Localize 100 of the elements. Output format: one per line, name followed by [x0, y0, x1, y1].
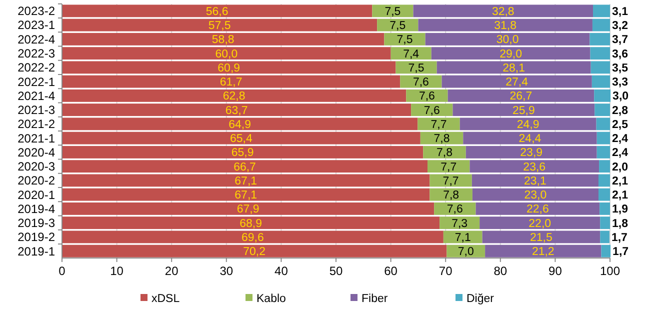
data-label: 68,9 — [240, 218, 262, 230]
data-label: 26,7 — [510, 90, 532, 103]
data-label: 65,9 — [231, 147, 254, 160]
data-label: 29,0 — [500, 48, 522, 60]
data-label: 32,8 — [492, 6, 514, 18]
data-label: 58,8 — [212, 34, 234, 46]
data-label: 2,0 — [612, 161, 628, 174]
data-label: 3,0 — [612, 90, 629, 103]
data-label: 7,8 — [443, 190, 460, 202]
y-tick-label: 2022-1 — [18, 74, 56, 89]
y-tick-label: 2021-2 — [18, 117, 56, 132]
data-label: 1,7 — [612, 246, 629, 258]
data-label: 56,6 — [206, 6, 228, 18]
data-label: 60,9 — [218, 62, 240, 74]
data-label: 7,3 — [452, 218, 468, 230]
data-label: 3,1 — [612, 6, 629, 18]
data-label: 57,5 — [208, 20, 231, 32]
data-label: 65,4 — [230, 133, 253, 146]
x-tick-label: 100 — [600, 264, 620, 278]
x-tick-label: 0 — [58, 264, 66, 278]
data-label: 3,6 — [612, 48, 628, 60]
x-tick-label: 20 — [164, 264, 179, 278]
data-label: 70,2 — [243, 246, 266, 258]
y-tick-label: 2019-1 — [18, 244, 56, 258]
data-label: 60,0 — [215, 48, 238, 60]
data-label: 2,1 — [612, 190, 629, 202]
data-label: 67,9 — [236, 204, 260, 216]
data-label: 31,8 — [494, 20, 517, 32]
y-tick-label: 2020-3 — [18, 160, 56, 174]
y-tick-label: 2022-3 — [18, 46, 56, 61]
y-tick-label: 2019-3 — [18, 216, 56, 230]
y-tick-label: 2022-2 — [18, 60, 56, 75]
data-label: 3,5 — [612, 62, 629, 74]
legend-label: xDSL — [152, 293, 180, 306]
x-tick-label: 50 — [329, 264, 343, 278]
y-tick-label: 2019-4 — [18, 202, 56, 216]
data-label: 67,1 — [234, 190, 258, 202]
data-label: 3,2 — [612, 20, 628, 32]
data-label: 66,7 — [234, 161, 256, 174]
x-tick-label: 80 — [494, 264, 508, 278]
data-label: 62,8 — [222, 90, 246, 103]
x-tick-label: 90 — [548, 264, 562, 278]
data-label: 7,7 — [430, 118, 447, 131]
data-label: 2,5 — [612, 118, 629, 131]
data-label: 3,3 — [612, 76, 628, 89]
data-label: 7,5 — [384, 6, 401, 18]
data-label: 7,5 — [408, 62, 424, 74]
data-label: 25,9 — [512, 104, 535, 117]
y-tick-label: 2020-4 — [18, 145, 56, 160]
y-tick-label: 2021-4 — [18, 88, 56, 103]
data-label: 7,1 — [454, 232, 471, 244]
data-label: 27,4 — [506, 76, 529, 89]
data-label: 7,6 — [424, 104, 440, 117]
data-label: 24,9 — [516, 118, 540, 131]
y-tick-label: 2021-3 — [18, 103, 56, 118]
y-tick-label: 2020-2 — [18, 174, 56, 188]
legend-label: Fiber — [362, 293, 388, 306]
legend-label: Diğer — [466, 293, 494, 306]
x-tick-label: 40 — [274, 264, 288, 278]
x-tick-label: 10 — [110, 264, 124, 278]
data-label: 3,7 — [612, 34, 628, 46]
data-label: 22,6 — [526, 204, 549, 216]
data-label: 2,4 — [612, 147, 629, 160]
data-label: 7,5 — [396, 34, 413, 46]
y-tick-label: 2020-1 — [18, 188, 56, 202]
data-label: 7,5 — [390, 20, 406, 32]
data-label: 2,1 — [612, 175, 629, 188]
data-label: 7,6 — [412, 76, 429, 89]
data-label: 28,1 — [502, 62, 526, 74]
data-label: 22,0 — [528, 218, 552, 230]
data-label: 64,9 — [228, 118, 252, 131]
y-tick-label: 2023-2 — [18, 4, 56, 18]
data-label: 1,8 — [612, 218, 629, 230]
x-tick-label: 60 — [384, 264, 398, 278]
data-label: 23,0 — [524, 190, 547, 202]
y-tick-label: 2023-1 — [18, 18, 56, 32]
y-tick-label: 2021-1 — [18, 131, 56, 146]
data-label: 7,7 — [442, 175, 459, 188]
data-label: 7,4 — [403, 48, 420, 60]
x-tick-label: 70 — [438, 264, 453, 278]
x-tick-label: 30 — [220, 264, 234, 278]
data-label: 7,8 — [436, 147, 453, 160]
data-label: 21,2 — [532, 246, 554, 258]
data-label: 2,4 — [612, 133, 629, 146]
data-label: 7,6 — [418, 90, 435, 103]
data-label: 30,0 — [496, 34, 519, 46]
data-label: 24,4 — [518, 133, 542, 146]
data-label: 23,6 — [523, 161, 546, 174]
data-label: 1,7 — [611, 232, 628, 244]
data-label: 67,1 — [234, 175, 258, 188]
y-tick-label: 2022-4 — [18, 32, 56, 46]
data-label: 7,7 — [440, 161, 457, 174]
y-tick-label: 2019-2 — [18, 230, 56, 244]
data-label: 2,8 — [612, 104, 629, 117]
data-label: 7,6 — [446, 204, 463, 216]
data-label: 7,8 — [434, 133, 450, 146]
data-label: 63,7 — [225, 104, 248, 117]
data-label: 23,1 — [524, 175, 546, 188]
data-label: 21,5 — [530, 232, 552, 244]
legend-label: Kablo — [256, 293, 286, 306]
